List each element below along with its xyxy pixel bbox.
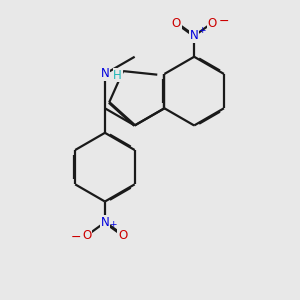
Text: −: −	[218, 15, 229, 28]
Text: −: −	[70, 231, 81, 244]
Text: O: O	[207, 16, 217, 30]
Text: N: N	[100, 68, 109, 80]
Text: +: +	[198, 26, 206, 35]
Text: O: O	[118, 229, 127, 242]
Text: N: N	[190, 29, 199, 42]
Text: O: O	[172, 16, 181, 30]
Text: +: +	[109, 220, 116, 229]
Text: H: H	[113, 69, 122, 82]
Text: O: O	[82, 229, 92, 242]
Text: N: N	[100, 216, 109, 229]
